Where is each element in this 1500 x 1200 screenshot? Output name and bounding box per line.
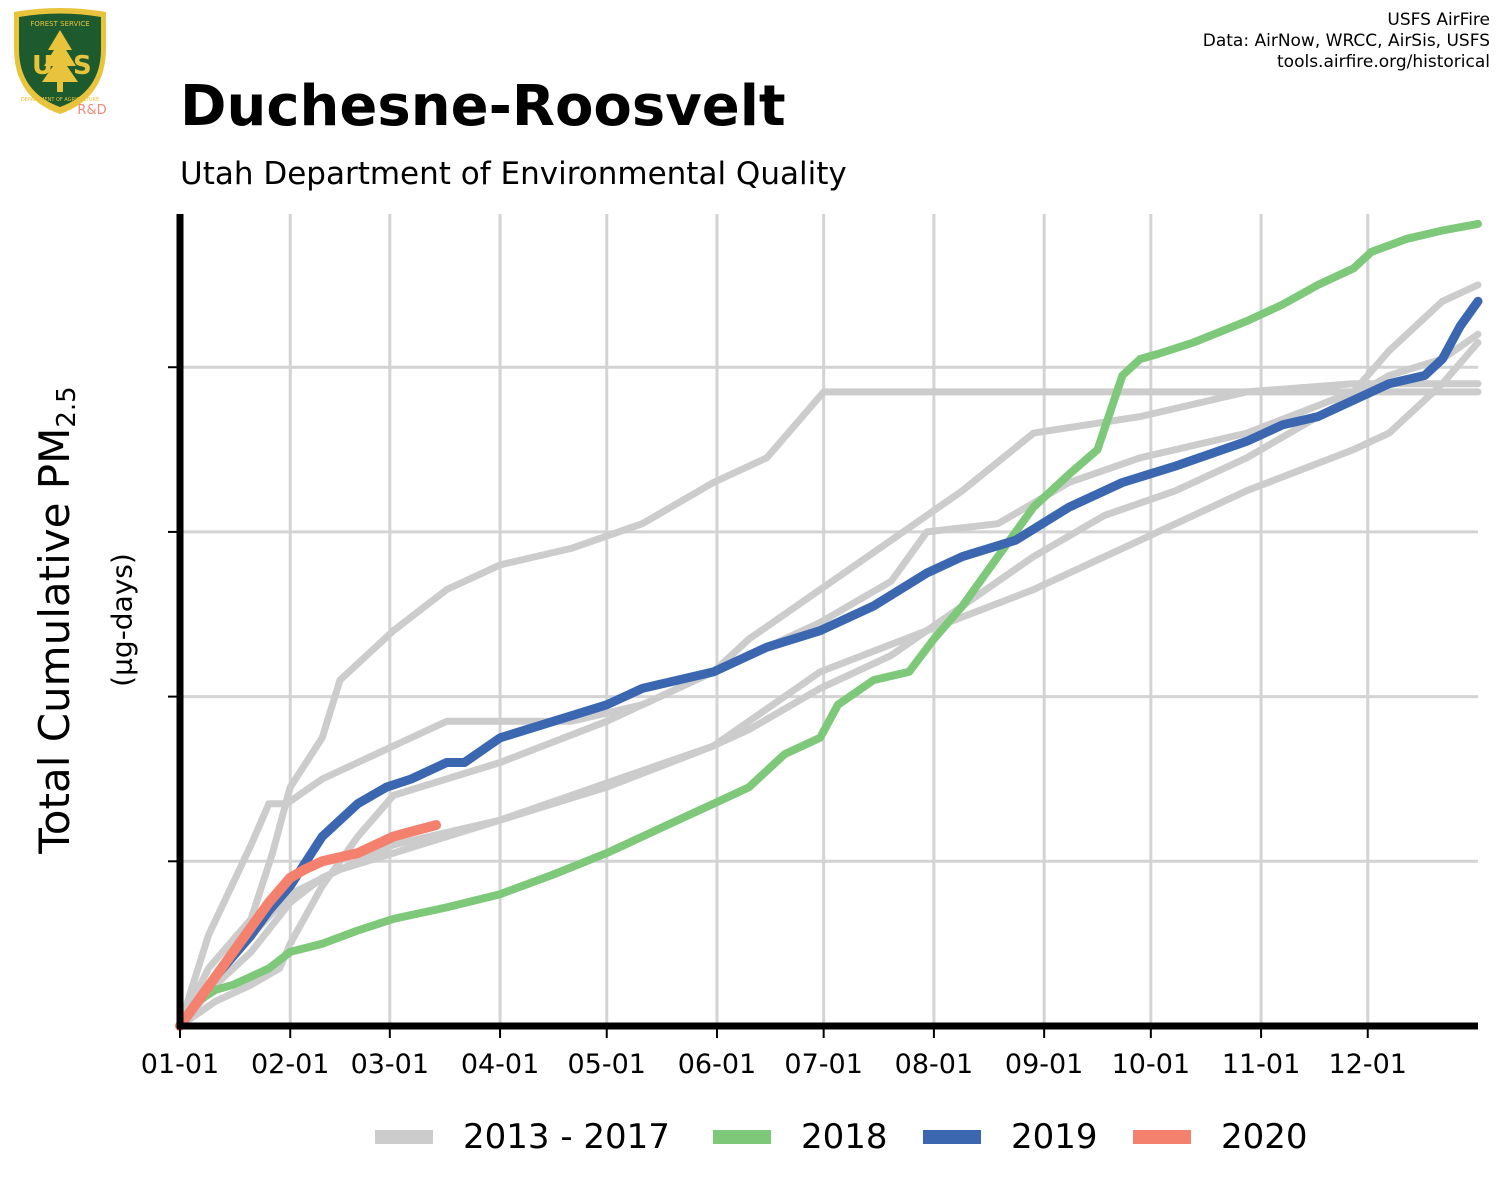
- legend-label-2020: 2020: [1221, 1117, 1308, 1157]
- y-gridlines: [180, 365, 1478, 863]
- series-line-2018: [176, 219, 1482, 1030]
- legend-item-2020: 2020: [1133, 1112, 1308, 1162]
- logo-text-bottom: DEPARTMENT OF AGRICULTURE: [21, 97, 99, 103]
- y-axis-label: Total Cumulative PM2.5: [30, 386, 82, 853]
- credit-line-source: USFS AirFire: [1387, 10, 1490, 30]
- y-axis-label-subscript: 2.5: [52, 386, 82, 428]
- logo-letter-u: U: [32, 51, 53, 81]
- series-lines: [175, 219, 1483, 1031]
- x-tick-label: 06-01: [678, 1049, 756, 1080]
- legend: 2013 - 2017 2018 2019 2020: [0, 1112, 1500, 1162]
- legend-swatch-2020: [1133, 1130, 1191, 1144]
- x-tick-label: 10-01: [1112, 1049, 1190, 1080]
- x-tick-label: 09-01: [1005, 1049, 1083, 1080]
- legend-swatch-history: [375, 1130, 433, 1144]
- credit-line-url: tools.airfire.org/historical: [1277, 52, 1490, 72]
- chart-title: Duchesne-Roosvelt: [180, 74, 786, 139]
- legend-label-2019: 2019: [1011, 1117, 1098, 1157]
- x-tick-label: 08-01: [895, 1049, 973, 1080]
- series-line-history: [176, 330, 1482, 1030]
- legend-label-2018: 2018: [801, 1117, 888, 1157]
- logo-rd-tag: R&D: [77, 103, 106, 118]
- x-tick-label: 01-01: [141, 1049, 219, 1080]
- series-line-2019: [175, 296, 1483, 1031]
- x-tick-label: 11-01: [1222, 1049, 1300, 1080]
- series-line-history: [176, 388, 1482, 1030]
- x-gridlines: [178, 214, 1370, 1026]
- legend-item-2018: 2018: [713, 1112, 888, 1162]
- series-line-history: [176, 281, 1482, 1030]
- x-tick-label: 12-01: [1329, 1049, 1407, 1080]
- legend-item-2019: 2019: [923, 1112, 1098, 1162]
- logo-text-top: FOREST SERVICE: [30, 20, 89, 28]
- y-axis-ticks: [168, 366, 180, 863]
- x-tick-label: 03-01: [351, 1049, 429, 1080]
- legend-swatch-2019: [923, 1130, 981, 1144]
- usfs-shield-icon: U S FOREST SERVICE DEPARTMENT OF AGRICUL…: [14, 8, 107, 118]
- legend-swatch-2018: [713, 1130, 771, 1144]
- x-tick-label: 05-01: [568, 1049, 646, 1080]
- y-axis-unit: (µg-days): [105, 553, 139, 687]
- x-axis-ticks: 01-01 02-01 03-01 04-01 05-01 06-01 07-01 08-01…: [141, 1026, 1407, 1080]
- legend-item-history: 2013 - 2017: [375, 1112, 670, 1162]
- credit-line-data: Data: AirNow, WRCC, AirSis, USFS: [1202, 31, 1490, 51]
- credits-block: USFS AirFire Data: AirNow, WRCC, AirSis,…: [1203, 10, 1490, 73]
- legend-label-history: 2013 - 2017: [463, 1117, 670, 1157]
- y-axis-label-main: Total Cumulative PM: [30, 427, 79, 854]
- x-tick-label: 07-01: [784, 1049, 862, 1080]
- logo-letter-s: S: [73, 51, 92, 81]
- chart-subtitle: Utah Department of Environmental Quality: [180, 156, 847, 192]
- x-tick-label: 04-01: [461, 1049, 539, 1080]
- series-line-2020: [175, 820, 441, 1031]
- x-tick-label: 02-01: [251, 1049, 329, 1080]
